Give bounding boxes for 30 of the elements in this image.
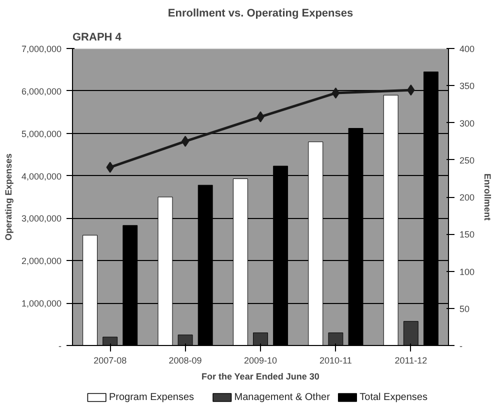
y2-axis-title: Enrollment bbox=[482, 174, 493, 221]
y-tick-label: 3,000,000 bbox=[21, 214, 62, 224]
legend-label: Management & Other bbox=[234, 392, 331, 403]
y2-tick-label: 300 bbox=[460, 118, 475, 128]
y2-tick-label: 100 bbox=[460, 266, 475, 277]
x-tick-label: 2009-10 bbox=[244, 356, 278, 366]
y2-tick-label: 150 bbox=[460, 230, 475, 240]
y2-tick-label: - bbox=[460, 341, 462, 351]
y2-tick-label: 250 bbox=[460, 155, 475, 166]
y2-tick-label: 400 bbox=[460, 44, 475, 54]
y2-tick-label: 50 bbox=[460, 304, 470, 314]
y-tick-label: 6,000,000 bbox=[21, 86, 62, 96]
x-tick-label: 2010-11 bbox=[320, 356, 352, 366]
y-tick-label: 2,000,000 bbox=[21, 256, 62, 266]
y-tick-label: 5,000,000 bbox=[21, 128, 62, 139]
y-tick-label: 4,000,000 bbox=[21, 171, 62, 182]
chart-title: Enrollment vs. Operating Expenses bbox=[168, 8, 354, 20]
y-tick-label: - bbox=[58, 341, 62, 351]
x-tick-label: 2007-08 bbox=[94, 356, 127, 366]
caption: GRAPH 4 bbox=[72, 32, 122, 44]
y2-tick-label: 350 bbox=[460, 81, 475, 92]
y-tick-label: 1,000,000 bbox=[21, 298, 62, 309]
y2-tick-label: 200 bbox=[460, 192, 475, 202]
legend-label: Total Expenses bbox=[360, 392, 428, 403]
legend-label: Program Expenses bbox=[108, 392, 194, 403]
x-tick-label: 2008-09 bbox=[168, 356, 202, 366]
y-tick-label: 7,000,000 bbox=[21, 44, 62, 54]
x-tick-label: 2011-12 bbox=[394, 356, 428, 366]
y-axis-title: Operating Expenses bbox=[3, 153, 14, 241]
x-axis-title: For the Year Ended June 30 bbox=[201, 372, 320, 382]
